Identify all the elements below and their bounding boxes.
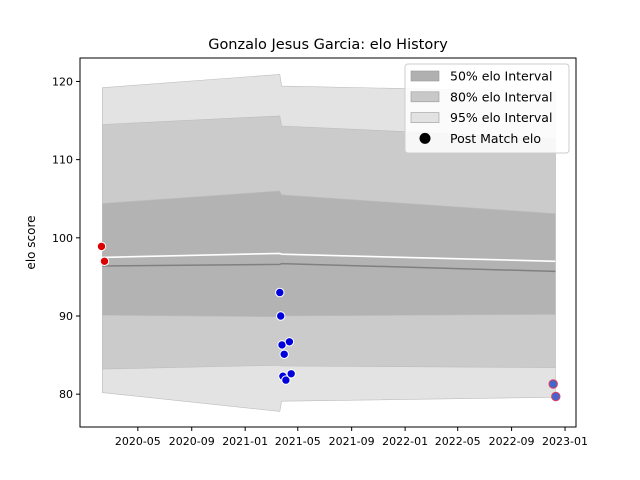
legend-swatch (410, 70, 440, 82)
legend: 50% elo Interval 80% elo Interval 95% elo … (404, 63, 570, 154)
x-tick-label: 2022-09 (489, 435, 535, 448)
legend-items: 50% elo Interval 80% elo Interval 95% elo … (410, 69, 552, 146)
y-axis: 80 90 100 110 120 (52, 75, 80, 401)
x-tick-label: 2022-01 (382, 435, 428, 448)
chart-title: Gonzalo Jesus Garcia: elo History (208, 37, 448, 53)
mean-elo-line (102, 252, 556, 263)
band-50-interval (102, 190, 556, 318)
y-tick-label: 100 (52, 232, 73, 245)
median-elo-line (102, 262, 556, 273)
post-match-point-2 (99, 256, 110, 266)
x-tick-label: 2021-09 (329, 435, 375, 448)
post-match-point-9 (284, 337, 295, 347)
y-tick-label: 80 (59, 388, 73, 401)
legend-box (404, 63, 570, 154)
x-tick-label: 2020-05 (115, 435, 161, 448)
trend-lines (102, 252, 556, 273)
post-match-point-8 (281, 375, 291, 385)
x-tick-label: 2021-05 (275, 435, 321, 448)
x-axis: 2020-05 2020-09 2021-01 2021-05 2021-09 2022-… (115, 427, 588, 448)
y-axis-label: elo score (24, 215, 38, 269)
y-tick-label: 120 (52, 75, 73, 88)
post-match-point-12 (551, 391, 561, 402)
post-match-point-1 (96, 241, 107, 252)
post-match-point-4 (276, 311, 286, 321)
legend-swatch (410, 112, 440, 123)
y-tick-label: 110 (52, 154, 73, 167)
x-tick-label: 2020-09 (169, 435, 215, 448)
legend-label: 50% elo Interval (450, 69, 552, 84)
interval-bands (102, 74, 556, 412)
legend-label: 95% elo Interval (450, 110, 552, 125)
post-match-points (96, 241, 561, 402)
x-tick-label: 2023-01 (542, 435, 588, 448)
x-tick-label: 2021-01 (222, 435, 268, 448)
post-match-point-11 (548, 379, 558, 389)
legend-swatch (410, 91, 440, 103)
x-tick-label: 2022-05 (435, 435, 481, 448)
post-match-point-3 (275, 287, 285, 298)
plot-frame (79, 57, 577, 428)
post-match-point-7 (279, 349, 289, 359)
legend-marker (419, 132, 431, 144)
legend-label: Post Match elo (450, 131, 541, 146)
y-tick-label: 90 (59, 310, 73, 323)
post-match-point-10 (286, 369, 296, 379)
legend-label: 80% elo Interval (450, 89, 552, 104)
